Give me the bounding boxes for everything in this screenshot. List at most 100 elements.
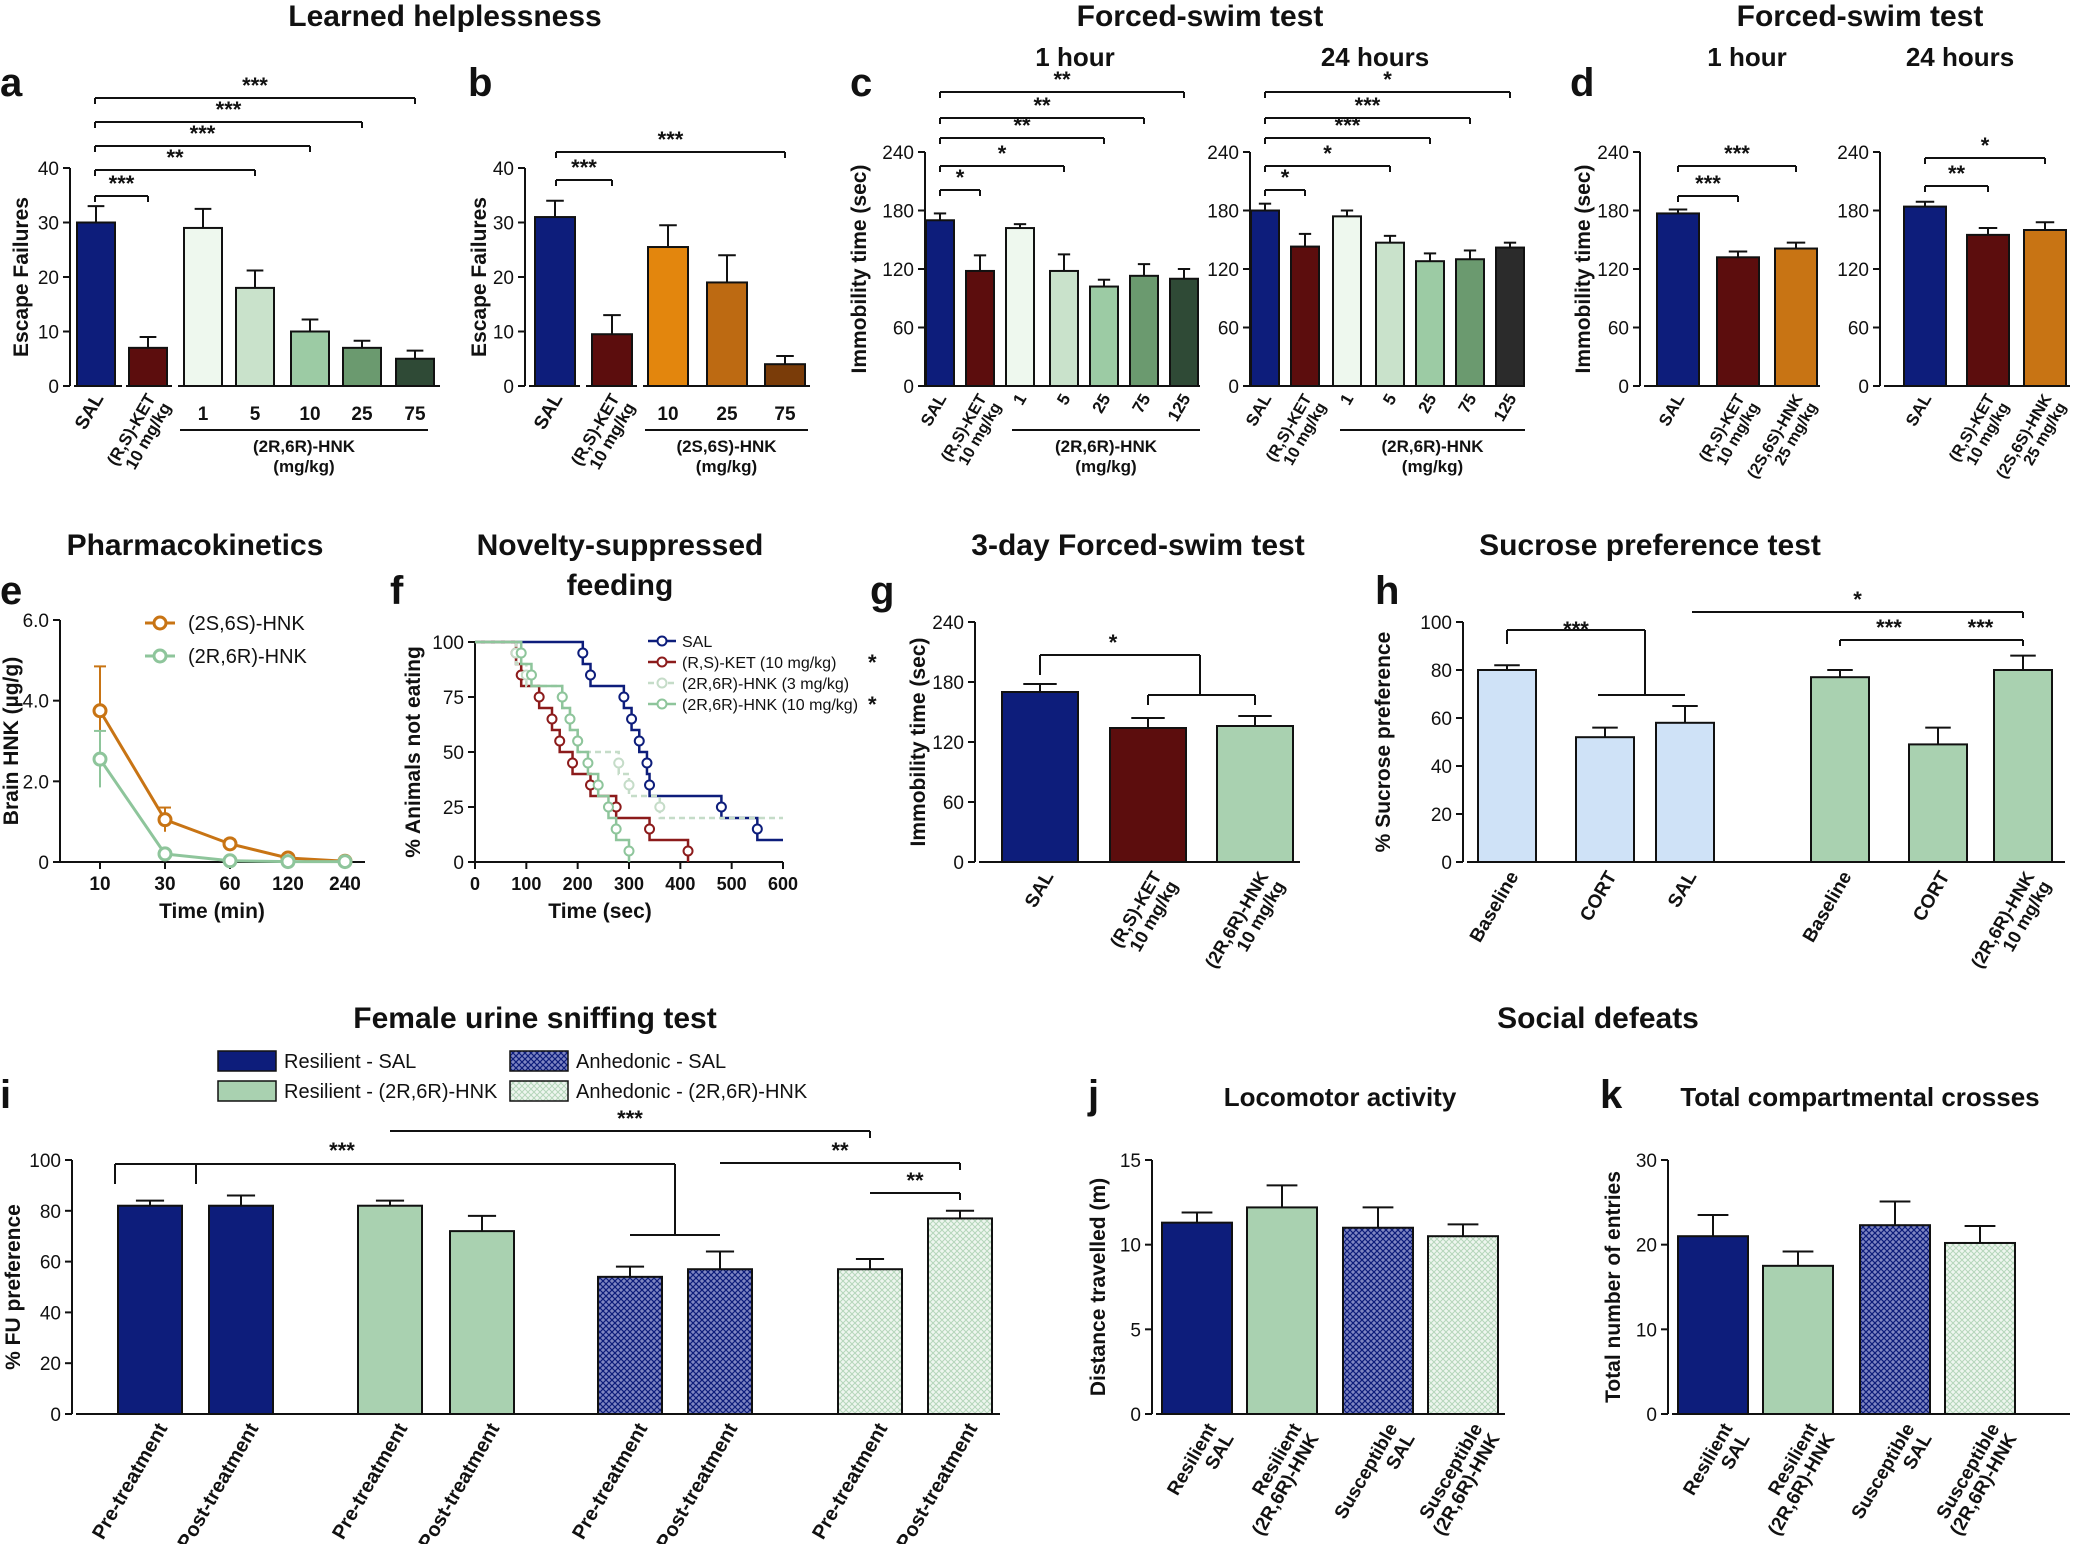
x-tick-label-h: SAL xyxy=(1664,868,1701,912)
header-pharmacokinetics: Pharmacokinetics xyxy=(67,529,324,562)
y-tick-label-j: 5 xyxy=(1130,1320,1141,1341)
bar-h-3 xyxy=(1810,676,1870,864)
point-e-1-4 xyxy=(337,854,353,870)
y-tick-label-f: 75 xyxy=(443,688,464,709)
x-tick-label-b: (R,S)-KET10 mg/kg xyxy=(567,390,639,478)
marker-f-0-16 xyxy=(715,801,727,813)
legend-label-e-1: (2R,6R)-HNK xyxy=(188,646,308,668)
series-line-e-0 xyxy=(98,709,346,863)
x-tick-label-c1: 1 xyxy=(1009,391,1030,409)
legend-marker-f-2 xyxy=(656,677,668,689)
bar-k-1 xyxy=(1762,1264,1834,1416)
y-tick-label-i: 20 xyxy=(40,1354,61,1375)
x-tick-label-e: 30 xyxy=(154,874,175,895)
y-tick-label-c2: 60 xyxy=(1218,319,1239,340)
x-tick-label-a: 75 xyxy=(404,404,426,425)
bar-j-2 xyxy=(1342,1226,1414,1415)
x-tick-label-i: Post-treatment xyxy=(653,1419,743,1544)
y-tick-label-b: 30 xyxy=(493,214,514,235)
sig-label-c1: ** xyxy=(1053,67,1071,92)
sig-label-c1: ** xyxy=(1033,93,1051,118)
x-tick-label-c2: 1 xyxy=(1336,391,1357,409)
sig-label-h: *** xyxy=(1968,615,1994,640)
y-tick-label-j: 0 xyxy=(1130,1405,1141,1426)
marker-f-0-6 xyxy=(618,691,630,703)
header-3day-fst: 3-day Forced-swim test xyxy=(971,529,1304,562)
legend-swatch-i-2 xyxy=(509,1050,569,1072)
y-tick-label-c2: 240 xyxy=(1207,143,1239,164)
y-tick-label-a: 20 xyxy=(38,268,59,289)
y-tick-label-i: 40 xyxy=(40,1303,61,1324)
bar-c1-4 xyxy=(1089,285,1119,387)
sig-label-a: ** xyxy=(166,145,184,170)
y-tick-label-f: 50 xyxy=(443,743,464,764)
marker-f-0-8 xyxy=(626,713,638,725)
bar-d1-0 xyxy=(1656,212,1700,387)
bar-c1-6 xyxy=(1169,277,1199,387)
marker-f-1-10 xyxy=(554,735,566,747)
header-sucrose: Sucrose preference test xyxy=(1479,529,1821,562)
x-tick-label-c2: 125 xyxy=(1490,391,1521,425)
y-tick-label-e: 4.0 xyxy=(23,692,49,713)
bar-h-0 xyxy=(1477,669,1537,863)
header-learned-helplessness: Learned helplessness xyxy=(288,0,601,33)
y-tick-label-i: 80 xyxy=(40,1202,61,1223)
point-e-1-0 xyxy=(92,751,108,767)
x-tick-label-h: (2R,6R)-HNK10 mg/kg xyxy=(1967,868,2055,981)
bar-a-1 xyxy=(128,346,168,388)
marker-f-3-16 xyxy=(602,801,614,813)
y-axis-label-b: Escape Failures xyxy=(468,197,491,357)
x-tick-label-h: CORT xyxy=(1909,868,1954,925)
header-social-defeats: Social defeats xyxy=(1497,1002,1699,1035)
y-tick-label-e: 0 xyxy=(38,853,49,874)
legend-swatch-i-0 xyxy=(217,1050,277,1072)
y-tick-label-d: 120 xyxy=(1597,260,1629,281)
header-fust: Female urine sniffing test xyxy=(353,1002,716,1035)
x-tick-label-i: Post-treatment xyxy=(174,1419,264,1544)
bar-i-1 xyxy=(208,1204,274,1415)
bar-h-1 xyxy=(1575,736,1635,864)
sig-label-i: ** xyxy=(831,1138,849,1163)
y-tick-label-h: 80 xyxy=(1431,661,1452,682)
x-tick-label-k: Susceptible(2R,6R)-HNK xyxy=(1929,1420,2022,1539)
bar-c1-5 xyxy=(1129,274,1159,388)
legend-swatch-i-1 xyxy=(217,1080,277,1102)
x-tick-label-j: ResilientSAL xyxy=(1164,1419,1239,1509)
bar-k-3 xyxy=(1944,1241,2016,1416)
y-tick-label-d2: 180 xyxy=(1837,202,1869,223)
sig-label-d1: *** xyxy=(1695,171,1721,196)
subtitle-j-locomotor: Locomotor activity xyxy=(1224,1082,1457,1112)
y-tick-label-b: 20 xyxy=(493,268,514,289)
y-tick-label-c: 240 xyxy=(882,143,914,164)
x-tick-label-a: SAL xyxy=(71,390,108,434)
header-nsf-line1: Novelty-suppressed xyxy=(477,529,764,562)
marker-f-3-18 xyxy=(610,823,622,835)
marker-f-1-20 xyxy=(682,845,694,857)
bar-c2-0 xyxy=(1250,209,1280,387)
y-tick-label-d: 240 xyxy=(1597,143,1629,164)
y-tick-label-e: 2.0 xyxy=(23,772,49,793)
marker-f-2-14 xyxy=(623,779,635,791)
y-tick-label-c: 180 xyxy=(882,202,914,223)
y-axis-label-i: % FU preference xyxy=(2,1204,25,1370)
bar-a-2 xyxy=(183,226,223,387)
bar-d1-1 xyxy=(1716,256,1760,387)
y-tick-label-c2: 0 xyxy=(1228,377,1239,398)
x-tick-label-j: Resilient(2R,6R)-HNK xyxy=(1231,1419,1324,1539)
y-tick-label-d2: 60 xyxy=(1848,319,1869,340)
x-tick-label-k: ResilientSAL xyxy=(1680,1419,1755,1509)
marker-f-2-12 xyxy=(613,757,625,769)
bar-c1-1 xyxy=(965,269,995,388)
marker-f-3-14 xyxy=(592,779,604,791)
y-tick-label-d2: 0 xyxy=(1858,377,1869,398)
x-tick-label-g: SAL xyxy=(1021,868,1058,912)
x-tick-label-b: 25 xyxy=(716,404,738,425)
y-tick-label-a: 40 xyxy=(38,159,59,180)
sig-label-g: * xyxy=(1109,630,1118,655)
y-tick-label-a: 0 xyxy=(48,377,59,398)
x-tick-label-e: 120 xyxy=(272,874,304,895)
y-tick-label-g: 240 xyxy=(932,613,964,634)
y-tick-label-h: 20 xyxy=(1431,805,1452,826)
subtitle-k-crosses: Total compartmental crosses xyxy=(1680,1082,2039,1112)
panel-letter-h: h xyxy=(1375,569,1399,613)
